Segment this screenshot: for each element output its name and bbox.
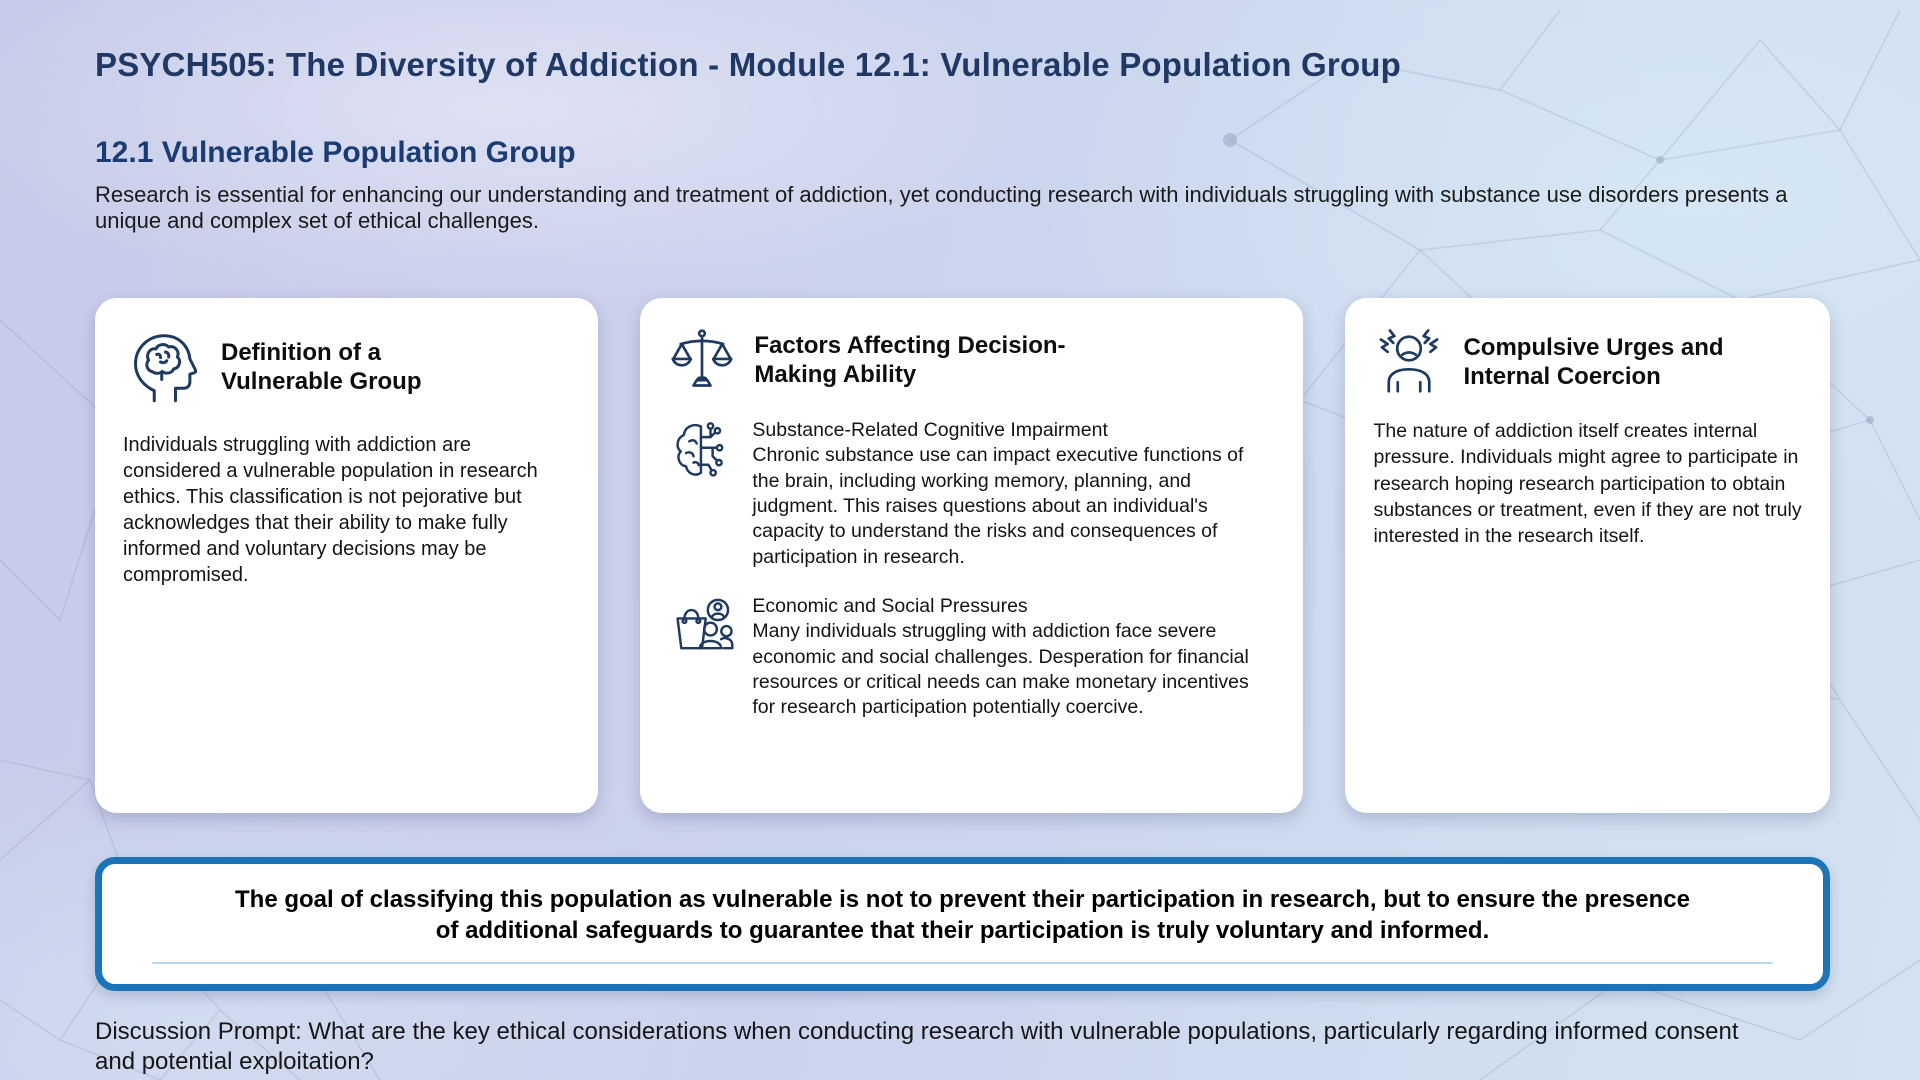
subitem-text: Substance-Related Cognitive Impairment C… — [752, 418, 1275, 570]
subitem-body: Chronic substance use can impact executi… — [752, 444, 1244, 568]
brain-circuit-icon — [668, 418, 736, 486]
card-header: Definition of a Vulnerable Group — [123, 326, 570, 408]
callout-text: The goal of classifying this population … — [235, 885, 1690, 945]
section-title: 12.1 Vulnerable Population Group — [95, 136, 576, 169]
card-definition-vulnerable-group: Definition of a Vulnerable Group Individ… — [95, 297, 599, 813]
discussion-prompt: Discussion Prompt: What are the key ethi… — [95, 1018, 1739, 1076]
subitem-heading: Economic and Social Pressures — [752, 594, 1028, 617]
balance-scale-icon — [668, 326, 736, 394]
card-compulsive-urges: Compulsive Urges and Internal Coercion T… — [1345, 297, 1830, 813]
economic-pressure-icon — [668, 594, 736, 662]
card-title: Factors Affecting Decision-Making Abilit… — [754, 331, 1066, 388]
subitem-cognitive-impairment: Substance-Related Cognitive Impairment C… — [668, 418, 1275, 570]
subitem-economic-pressures: Economic and Social Pressures Many indiv… — [668, 594, 1275, 721]
cards-row: Definition of a Vulnerable Group Individ… — [95, 297, 1830, 813]
page-title: PSYCH505: The Diversity of Addiction - M… — [95, 46, 1402, 83]
head-brain-icon — [123, 326, 203, 408]
callout-box: The goal of classifying this population … — [95, 856, 1830, 992]
card-header: Factors Affecting Decision-Making Abilit… — [668, 326, 1275, 394]
stressed-person-icon — [1373, 326, 1445, 398]
subitem-heading: Substance-Related Cognitive Impairment — [752, 418, 1108, 441]
card-body: Individuals struggling with addiction ar… — [123, 433, 538, 586]
card-header: Compulsive Urges and Internal Coercion — [1373, 326, 1802, 398]
intro-text: Research is essential for enhancing our … — [95, 182, 1788, 233]
card-title: Compulsive Urges and Internal Coercion — [1463, 333, 1724, 390]
card-factors-decision-making: Factors Affecting Decision-Making Abilit… — [640, 297, 1304, 813]
subitem-text: Economic and Social Pressures Many indiv… — [752, 594, 1275, 721]
callout-underline — [152, 962, 1773, 965]
card-body: The nature of addiction itself creates i… — [1373, 419, 1802, 548]
subitem-body: Many individuals struggling with addicti… — [752, 620, 1249, 719]
card-title: Definition of a Vulnerable Group — [221, 338, 422, 395]
